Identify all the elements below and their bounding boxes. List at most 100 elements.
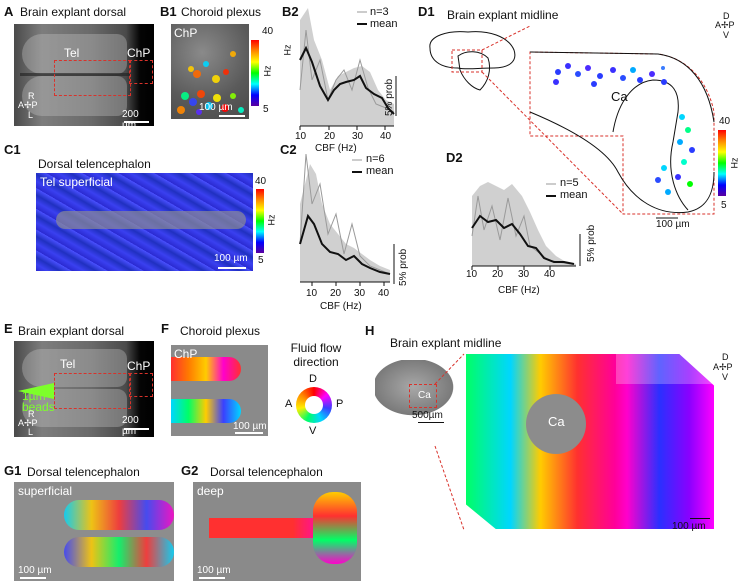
colorbar-max: 40	[719, 116, 731, 127]
direction-color-wheel	[296, 387, 332, 423]
chp-label: ChP	[127, 46, 151, 60]
panel-e-title: Brain explant dorsal	[18, 324, 125, 338]
tick-10: 10	[306, 288, 318, 299]
tick-40: 40	[544, 269, 556, 280]
axis-xlabel: CBF (Hz)	[498, 285, 540, 296]
panel-label-d1: D1	[418, 4, 435, 19]
scale-bar	[218, 267, 246, 269]
panel-label-b2: B2	[282, 4, 299, 19]
panel-a-title: Brain explant dorsal	[20, 5, 127, 19]
tel-label: Tel	[60, 357, 76, 371]
colorbar-unit: Hz	[262, 65, 273, 77]
colorbar-unit: Hz	[266, 214, 277, 226]
histogram-c2	[299, 153, 395, 286]
orient-v: V	[723, 30, 730, 40]
choroid-plexus-flow-map: ChP 100 µm	[171, 345, 268, 436]
hist-mean-b2	[299, 45, 395, 115]
axis-xlabel: CBF (Hz)	[315, 143, 357, 154]
colorbar-min: 5	[263, 104, 269, 115]
orient-ap: A✢P	[713, 362, 733, 372]
panel-b1-title: Choroid plexus	[181, 5, 262, 19]
tick-40: 40	[380, 131, 392, 142]
legend-n: n=5	[560, 177, 579, 189]
beads-label: 1µm beads	[22, 389, 55, 414]
panel-h-title: Brain explant midline	[390, 336, 502, 350]
tick-10: 10	[466, 269, 478, 280]
panel-g1-title: Dorsal telencephalon	[27, 465, 140, 479]
scale-bar	[199, 577, 225, 579]
chp-label: ChP	[174, 347, 198, 361]
colorbar-d1	[718, 130, 726, 196]
scale-label: 100 µm	[214, 253, 248, 264]
flow-title-line1: Fluid flow	[290, 341, 342, 355]
panel-label-c2: C2	[280, 142, 297, 157]
tick-20: 20	[492, 269, 504, 280]
panel-label-d2: D2	[446, 150, 463, 165]
scale-label: 200 µm	[122, 415, 139, 437]
panel-label-c1: C1	[4, 142, 21, 157]
colorbar-max: 40	[262, 26, 274, 37]
scale-label: 100 µm	[18, 565, 52, 576]
axis-xlabel: CBF (Hz)	[320, 301, 362, 312]
orient-ap: A✢P	[18, 418, 38, 428]
brain-dorsal-micrograph: Tel ChP R A✢P L 200 µm	[14, 24, 154, 126]
tick-20: 20	[324, 131, 336, 142]
brain-dorsal-beads-micrograph: Tel ChP 1µm beads R A✢P L 200 µm	[14, 341, 154, 437]
midline-thumbnail: Ca	[375, 360, 460, 420]
orient-l: L	[28, 110, 34, 120]
flow-direction-title: Fluid flow direction	[285, 341, 347, 369]
scale-bar	[219, 115, 245, 117]
scale-small-label: 500µm	[412, 410, 443, 421]
scale-label: 100 µm	[656, 219, 690, 230]
scale-label: 100 µm	[197, 565, 231, 576]
panel-g2-title: Dorsal telencephalon	[210, 465, 323, 479]
orient-ap: A✢P	[18, 100, 38, 110]
scale-label: 200 µm	[122, 109, 139, 126]
panel-label-g1: G1	[4, 463, 22, 478]
panel-c1-title: Dorsal telencephalon	[38, 157, 151, 171]
ca-big-label: Ca	[548, 414, 565, 429]
scale-bar	[690, 518, 710, 519]
dir-v: V	[309, 425, 317, 437]
legend-n: n=6	[366, 153, 385, 165]
dir-a: A	[285, 398, 293, 410]
histogram-b2	[299, 8, 397, 130]
bead-arrow	[18, 383, 54, 399]
colorbar-b1	[251, 40, 259, 106]
colorbar-min: 5	[721, 200, 727, 211]
panel-label-h: H	[365, 323, 375, 338]
tel-label: Tel	[64, 46, 80, 60]
hist-individual-b2	[299, 29, 395, 113]
panel-f-title: Choroid plexus	[180, 324, 261, 338]
panel-label-a: A	[4, 4, 14, 19]
legend-n: n=3	[370, 6, 389, 18]
dir-p: P	[336, 398, 344, 410]
flow-title-line2: direction	[293, 355, 339, 369]
scale-small-bar	[418, 422, 444, 423]
colorbar-min: 5	[258, 255, 264, 266]
chp-label: ChP	[174, 26, 198, 40]
ca-label: Ca	[611, 89, 628, 104]
orient-r: R	[28, 91, 35, 101]
dir-d: D	[309, 373, 317, 385]
legend-mean: mean	[560, 189, 588, 201]
colorbar-max: 40	[255, 176, 267, 187]
tel-superficial-flow-map: superficial 100 µm	[14, 482, 174, 581]
scale-label: 100 µm	[233, 421, 267, 432]
histogram-d2	[471, 182, 581, 270]
scale-bar	[124, 428, 149, 430]
legend-mean: mean	[370, 18, 398, 30]
midline-flow-map: Ca	[466, 354, 714, 529]
panel-label-f: F	[161, 321, 169, 336]
panel-label-g2: G2	[181, 463, 199, 478]
orient-r: R	[28, 409, 35, 419]
scale-bar	[20, 577, 46, 579]
tick-30: 30	[352, 131, 364, 142]
chp-roi-box	[129, 60, 153, 84]
scale-bar	[124, 121, 149, 123]
inner-label: deep	[197, 484, 224, 498]
orient-d: D	[722, 352, 729, 362]
tick-20: 20	[330, 288, 342, 299]
h-zoom-lines	[434, 353, 465, 531]
scale-label: 100 µm	[672, 521, 706, 532]
